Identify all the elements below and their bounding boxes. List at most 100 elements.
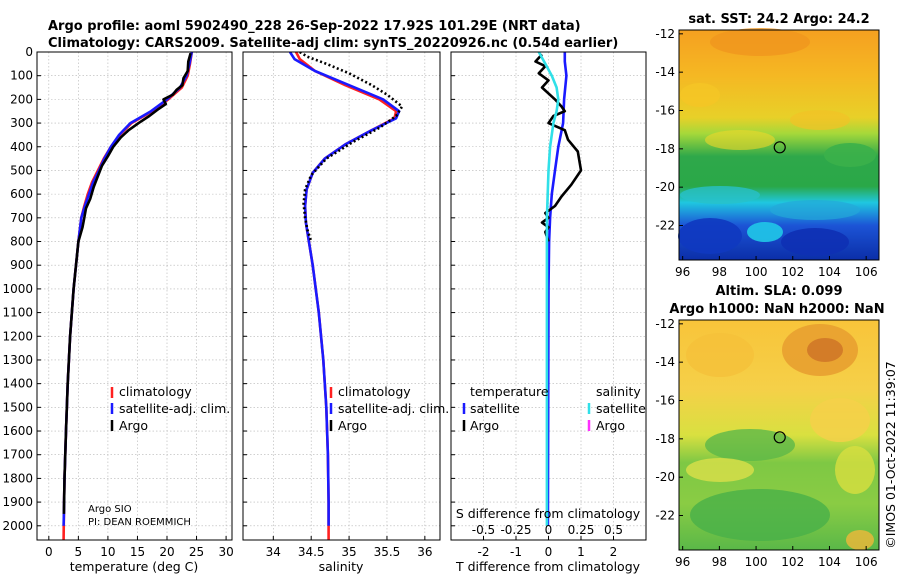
temperature-panel: 0100200300400500600700800900100011001200… xyxy=(2,45,233,574)
y-tick-label: 500 xyxy=(10,163,33,177)
lon-tick-label: 98 xyxy=(712,265,727,279)
lon-tick-label: 102 xyxy=(781,555,804,569)
lat-tick-label: -14 xyxy=(655,355,675,369)
salinity-panel: 34 34.5 35 35.5 36 salinity climatology sate… xyxy=(242,51,449,574)
y-tick-label: 400 xyxy=(10,140,33,154)
x-tick-label: 15 xyxy=(130,545,145,559)
lon-tick-label: 104 xyxy=(818,555,841,569)
legend-label-climatology: climatology xyxy=(338,384,411,399)
lat-tick-label: -20 xyxy=(655,180,675,194)
y-tick-label: 1500 xyxy=(2,400,33,414)
argo-position-marker xyxy=(773,141,786,154)
x-tick-label: 34 xyxy=(266,545,281,559)
sla-map-frame xyxy=(678,319,880,551)
sla-map-title-2: Argo h1000: NaN h2000: NaN xyxy=(669,302,884,317)
s-tick-label: 0.5 xyxy=(604,523,623,537)
y-tick-label: 100 xyxy=(10,69,33,83)
y-tick-label: 1400 xyxy=(2,377,33,391)
t-difference-xlabel: T difference from climatology xyxy=(455,559,641,574)
x-tick-label: 34.5 xyxy=(298,545,325,559)
y-tick-label: 900 xyxy=(10,258,33,272)
series-line-argo xyxy=(299,52,404,242)
y-tick-label: 1800 xyxy=(2,471,33,485)
lon-tick-label: 104 xyxy=(818,265,841,279)
lat-tick-label: -16 xyxy=(655,394,675,408)
s-tick-label: 0 xyxy=(545,523,553,537)
x-tick-label: 0 xyxy=(545,545,553,559)
x-tick-label: 0 xyxy=(45,545,53,559)
lon-tick-label: 106 xyxy=(855,265,878,279)
y-tick-label: 1600 xyxy=(2,424,33,438)
lat-tick-label: -12 xyxy=(655,27,675,41)
lon-tick-label: 100 xyxy=(745,265,768,279)
series-line-argo xyxy=(62,52,192,514)
series-line-s-satellite xyxy=(537,52,560,526)
salinity-legend: climatology satellite-adj. clim. Argo xyxy=(329,384,449,433)
salinity-xlabel: salinity xyxy=(319,559,364,574)
legend-label-t-argo: Argo xyxy=(470,418,499,433)
lon-tick-label: 96 xyxy=(675,265,690,279)
y-tick-label: 1200 xyxy=(2,329,33,343)
x-tick-label: 25 xyxy=(189,545,204,559)
legend-label-climatology: climatology xyxy=(119,384,192,399)
s-tick-label: -0.5 xyxy=(472,523,495,537)
lat-tick-label: -16 xyxy=(655,104,675,118)
y-tick-label: 1000 xyxy=(2,282,33,296)
legend-label-satellite-adj: satellite-adj. clim. xyxy=(338,401,449,416)
x-tick-label: 35.5 xyxy=(374,545,401,559)
x-tick-label: -1 xyxy=(510,545,522,559)
legend-title-temperature: temperature xyxy=(470,384,549,399)
x-tick-label: 20 xyxy=(159,545,174,559)
s-difference-xlabel: S difference from climatology xyxy=(456,506,641,521)
lat-tick-label: -22 xyxy=(655,219,675,233)
y-tick-label: 800 xyxy=(10,235,33,249)
sst-map: sat. SST: 24.2 Argo: 24.2 96 98 100 102 104 1… xyxy=(655,12,880,279)
y-tick-label: 0 xyxy=(25,45,33,59)
x-tick-label: 1 xyxy=(577,545,585,559)
lat-tick-label: -12 xyxy=(655,317,675,331)
lat-tick-label: -20 xyxy=(655,470,675,484)
y-tick-label: 700 xyxy=(10,211,33,225)
annotation-pi: PI: DEAN ROEMMICH xyxy=(88,517,191,528)
y-tick-label: 1100 xyxy=(2,306,33,320)
temperature-xlabel: temperature (deg C) xyxy=(70,559,199,574)
s-tick-label: -0.25 xyxy=(500,523,531,537)
legend-title-salinity: salinity xyxy=(596,384,641,399)
lon-tick-label: 96 xyxy=(675,555,690,569)
lat-tick-label: -14 xyxy=(655,65,675,79)
difference-panel: -2 -1 0 1 2 -0.5 -0.25 0 0.25 0.5 T difference f… xyxy=(450,51,647,574)
y-tick-label: 300 xyxy=(10,116,33,130)
sst-map-title: sat. SST: 24.2 Argo: 24.2 xyxy=(688,12,869,27)
temperature-legend: climatology satellite-adj. clim. Argo xyxy=(110,384,230,433)
lon-tick-label: 100 xyxy=(745,555,768,569)
sst-texture xyxy=(678,28,876,256)
series-line-t-satellite xyxy=(546,52,568,526)
title-line-1: Argo profile: aoml 5902490_228 26-Sep-20… xyxy=(48,19,581,34)
x-tick-label: 5 xyxy=(75,545,83,559)
series-line-satellite-adj-clim- xyxy=(288,52,401,526)
sla-texture xyxy=(686,324,875,550)
salinity-axes-frame xyxy=(242,51,441,541)
sst-map-frame xyxy=(678,29,880,261)
x-tick-label: 2 xyxy=(610,545,618,559)
lon-tick-label: 102 xyxy=(781,265,804,279)
lon-tick-label: 98 xyxy=(712,555,727,569)
y-tick-label: 200 xyxy=(10,92,33,106)
legend-label-t-satellite: satellite xyxy=(470,401,520,416)
imos-timestamp: ©IMOS 01-Oct-2022 11:39:07 xyxy=(883,361,898,549)
legend-label-satellite-adj: satellite-adj. clim. xyxy=(119,401,230,416)
lon-tick-label: 106 xyxy=(855,555,878,569)
lat-tick-label: -22 xyxy=(655,509,675,523)
legend-label-s-argo: Argo xyxy=(596,418,625,433)
legend-label-s-satellite: satellite xyxy=(596,401,646,416)
x-tick-label: 30 xyxy=(218,545,233,559)
annotation-argo-sio: Argo SIO xyxy=(88,504,132,515)
difference-legend: temperature salinity satellite Argo sate… xyxy=(462,384,646,433)
y-tick-label: 2000 xyxy=(2,519,33,533)
s-tick-label: 0.25 xyxy=(568,523,595,537)
temperature-axes-frame xyxy=(36,51,233,541)
legend-label-argo: Argo xyxy=(338,418,367,433)
x-tick-label: 36 xyxy=(417,545,432,559)
lat-tick-label: -18 xyxy=(655,142,675,156)
